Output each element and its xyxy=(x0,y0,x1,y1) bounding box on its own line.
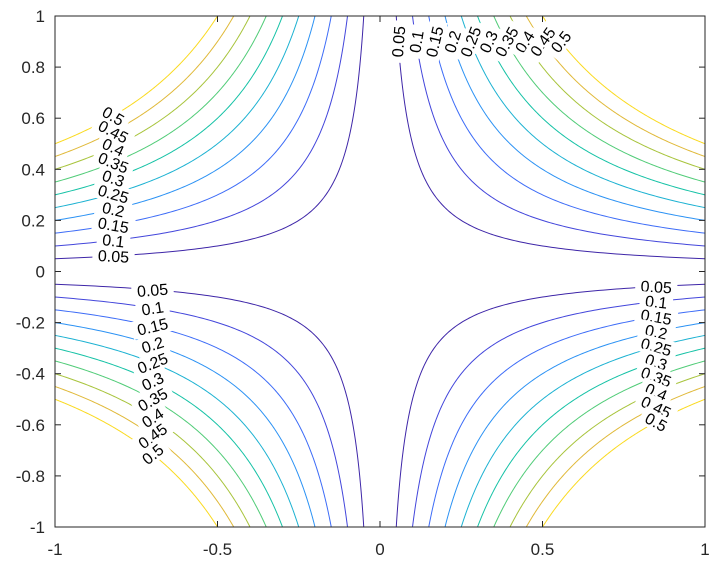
y-tick-label: -0.2 xyxy=(16,314,45,333)
x-tick-label: 1 xyxy=(700,540,709,559)
contour-line-0.25-q4 xyxy=(460,334,706,528)
contour-label-gap xyxy=(92,245,135,267)
contour-label-gap xyxy=(454,18,487,65)
contour-label-gap xyxy=(438,23,466,61)
contour-label-gap xyxy=(420,19,448,65)
contour-line-0.3-q1 xyxy=(477,15,706,196)
y-tick-label: -0.6 xyxy=(16,416,45,435)
contour-label-gap xyxy=(387,19,409,64)
contour-label-text: 0.05 xyxy=(97,248,129,267)
contour-line-0.1-q4 xyxy=(412,296,706,528)
contour-label-gap xyxy=(637,348,675,376)
contour-label-text: 0.05 xyxy=(136,282,169,301)
contour-label-text: 0.1 xyxy=(101,232,125,251)
contour-label-gap xyxy=(633,360,680,393)
contour-label-gap xyxy=(130,279,175,301)
contour-label-text: 0.2 xyxy=(100,200,126,222)
y-tick-label: -1 xyxy=(30,518,45,537)
y-tick-label: -0.4 xyxy=(16,365,45,384)
contour-line-0.1-q2 xyxy=(54,15,348,247)
contour-label-gap xyxy=(134,296,171,320)
x-tick-label: 0.5 xyxy=(531,540,555,559)
y-axis: -1 -0.8 -0.6 -0.4 -0.2 0 0.2 0.4 0.6 0.8 1 xyxy=(16,7,705,537)
contour-line-0.05-q3 xyxy=(54,283,365,528)
contour-line-0.35-q1 xyxy=(493,15,706,183)
x-tick-label: 0 xyxy=(375,540,384,559)
contour-label-0.15-q2: 0.15 xyxy=(91,212,136,237)
x-axis: -1 -0.5 0 0.5 1 xyxy=(47,16,710,559)
contour-label-gap xyxy=(90,179,137,209)
contour-line-0.25-q1 xyxy=(460,15,706,209)
contour-line-0.1-q1 xyxy=(412,15,706,247)
contour-line-0.35-q3 xyxy=(54,360,267,528)
contour-line-0.4-q3 xyxy=(54,373,251,528)
contour-label-gap xyxy=(404,23,428,60)
contour-label-gap xyxy=(133,365,172,397)
contour-label-gap xyxy=(523,19,562,64)
contour-line-0.45-q2 xyxy=(54,15,235,158)
contour-label-gap xyxy=(130,416,175,456)
contour-line-0.05-q2 xyxy=(54,15,365,260)
contour-label-text: 0.1 xyxy=(140,299,165,319)
contour-line-0.2-q1 xyxy=(444,15,706,221)
contour-label-0.1-q1: 0.1 xyxy=(404,23,428,60)
contour-label-gap xyxy=(543,23,578,61)
contour-label-gap xyxy=(637,406,676,438)
contour-label-gap xyxy=(94,164,133,192)
y-tick-label: 0.6 xyxy=(21,109,45,128)
contour-line-0.05-q1 xyxy=(395,15,706,260)
x-tick-label: -0.5 xyxy=(203,540,232,559)
contour-line-0.3-q3 xyxy=(54,347,283,528)
contour-label-gap xyxy=(129,381,176,418)
contour-line-0.15-q1 xyxy=(428,15,706,234)
contour-label-gap xyxy=(133,436,172,472)
contour-label-gap xyxy=(90,146,137,179)
y-tick-label: 1 xyxy=(36,7,45,26)
contour-label-0.05-q2: 0.05 xyxy=(92,245,135,267)
contour-line-0.15-q4 xyxy=(428,309,706,528)
contour-label-gap xyxy=(633,389,680,425)
contour-label-gap xyxy=(94,99,133,132)
contour-label-gap xyxy=(129,346,176,379)
contour-label-gap xyxy=(637,376,676,407)
contour-label-text: 0.15 xyxy=(96,215,130,237)
y-tick-label: -0.8 xyxy=(16,467,45,486)
x-tick-label: -1 xyxy=(47,540,62,559)
contour-line-0.5-q2 xyxy=(54,15,218,145)
contour-label-gap xyxy=(633,332,679,361)
contour-label-text: 0.05 xyxy=(390,25,409,57)
contour-label-gap xyxy=(133,401,172,434)
contour-label-gap xyxy=(90,113,137,150)
contour-label-0.05-q3: 0.05 xyxy=(130,279,175,301)
contour-line-0.05-q4 xyxy=(395,283,706,528)
contour-label-0.05-q1: 0.05 xyxy=(387,19,409,64)
contour-line-0.2-q3 xyxy=(54,322,316,528)
contour-label-gap xyxy=(134,330,171,359)
contour-label-0.1-q3: 0.1 xyxy=(134,296,171,320)
contour-line-0.15-q2 xyxy=(54,15,332,234)
y-tick-label: 0.2 xyxy=(21,211,45,230)
contour-label-text: 0.1 xyxy=(407,29,427,54)
y-tick-label: 0 xyxy=(36,263,45,282)
contour-line-0.2-q4 xyxy=(444,322,706,528)
contour-label-gap xyxy=(129,312,176,340)
y-tick-label: 0.8 xyxy=(21,58,45,77)
contour-label-gap xyxy=(488,18,525,65)
contour-line-0.25-q3 xyxy=(54,334,300,528)
contour-label-gap xyxy=(94,131,133,163)
contour-label-gap xyxy=(508,22,541,61)
contour-labels: 0.050.05 0.050.050.10.1 0.10.10.150.15 0.15… xyxy=(90,18,680,472)
y-tick-label: 0.4 xyxy=(21,160,45,179)
contour-label-gap xyxy=(473,22,504,61)
